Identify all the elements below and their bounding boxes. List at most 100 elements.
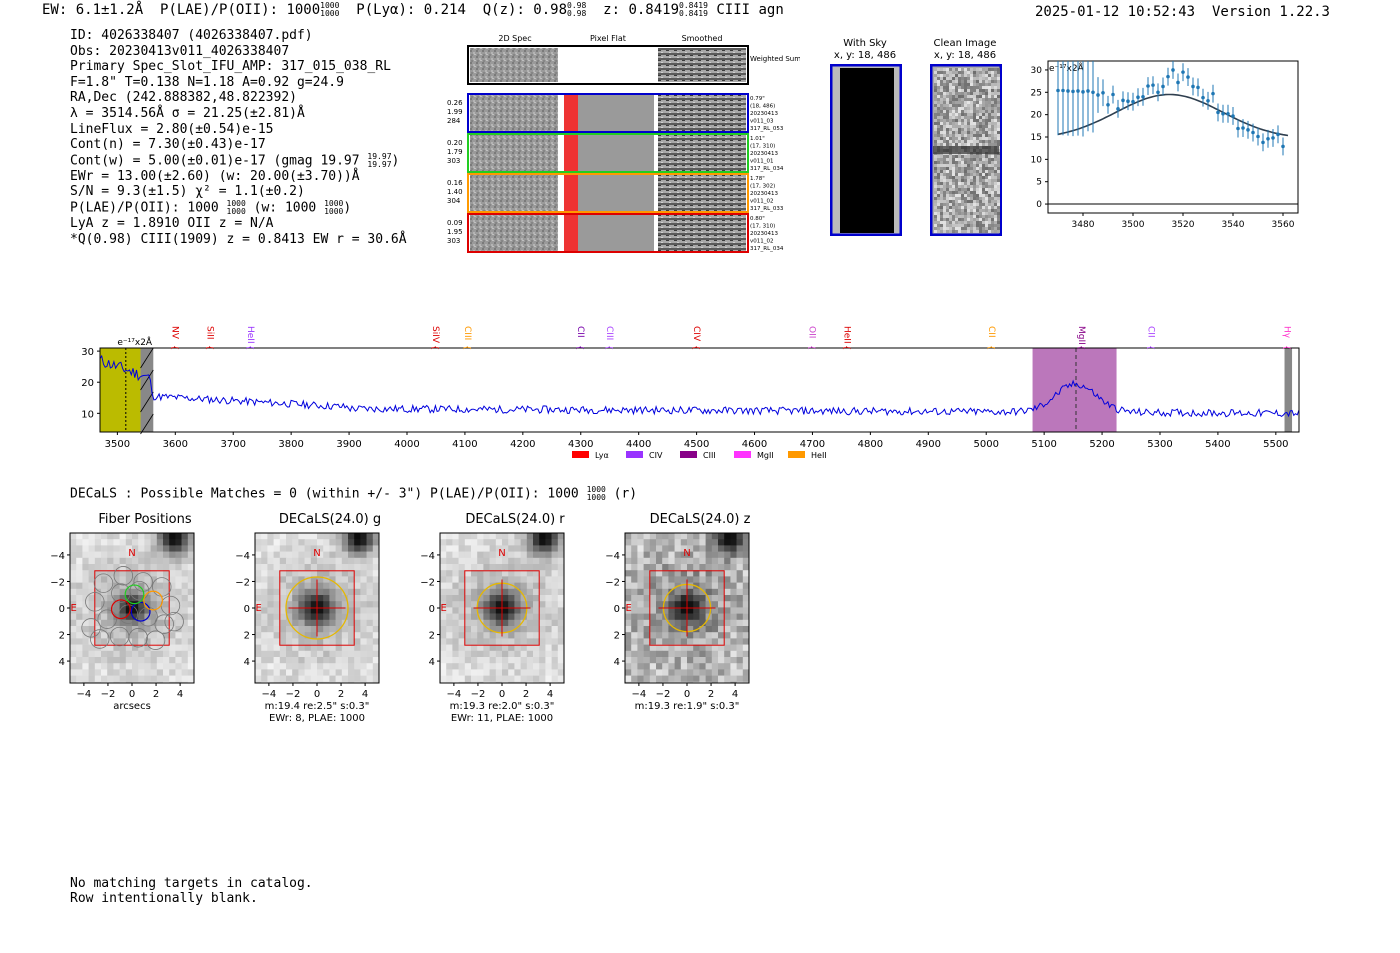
clean-pixel (964, 185, 967, 188)
clean-pixel (958, 86, 961, 89)
cutout-pixel (514, 638, 521, 645)
cutout-pixel (119, 663, 127, 670)
sky-pixel (891, 161, 894, 164)
clean-pixel (967, 200, 970, 203)
spec2d-row-gap (654, 95, 657, 131)
clean-pixel (994, 209, 997, 212)
cutout-pixel (348, 588, 355, 596)
sky-pixel (855, 185, 858, 188)
sky-pixel (861, 188, 864, 191)
cutout-pixel (724, 663, 731, 670)
cutout-pixel (446, 557, 453, 565)
clean-pixel (955, 197, 958, 200)
cutout-pixel (533, 545, 540, 552)
hatch-line (140, 391, 154, 413)
sky-pixel (876, 104, 879, 107)
sky-pixel (858, 83, 861, 86)
sky-pixel (891, 134, 894, 137)
clean-pixel (985, 176, 988, 179)
cutout-pixel (471, 669, 478, 676)
clean-pixel (979, 89, 982, 92)
sky-pixel (861, 77, 864, 80)
cutout-pixel (175, 570, 182, 577)
cutout-pixel (317, 650, 324, 658)
clean-pixel (985, 71, 988, 74)
cutout-pixel (323, 551, 330, 559)
cutout-pixel (718, 632, 725, 639)
clean-pixel (991, 167, 994, 170)
cutout-pixel (637, 626, 644, 633)
clean-pixel (961, 230, 964, 233)
clean-pixel (967, 203, 970, 206)
sky-pixel (879, 92, 882, 95)
cutout-pixel (181, 681, 189, 683)
cutout-pixel (88, 588, 96, 596)
clean-pixel (958, 155, 961, 158)
clean-pixel (958, 89, 961, 92)
cutout-pixel (502, 533, 509, 540)
cutout-pixel (452, 539, 459, 546)
clean-pixel (979, 77, 982, 80)
cutout-pixel (156, 644, 164, 652)
sky-pixel (855, 122, 858, 125)
sky-pixel (864, 95, 867, 98)
cutout-pixel (557, 557, 565, 565)
cutout-pixel (323, 576, 330, 583)
sky-pixel (870, 176, 873, 179)
cutout-pixel (341, 557, 349, 565)
sky-pixel (858, 128, 861, 131)
cutout-pixel (354, 663, 361, 670)
cutout-pixel (526, 638, 534, 645)
cutout-pixel (446, 626, 453, 633)
cutout-pixel (360, 632, 367, 639)
info-contn: Cont(n) = 7.30(±0.43)e-17 (70, 137, 266, 153)
cutout-pixel (70, 545, 77, 552)
clean-pixel (958, 104, 961, 107)
clean-pixel (973, 101, 976, 104)
cutout-pixel (718, 551, 725, 559)
cutout-pixel (267, 557, 274, 565)
cutout-pixel (718, 619, 725, 627)
sky-pixel (846, 68, 849, 71)
cutout-pixel (446, 607, 453, 614)
cutout-pixel (533, 657, 540, 664)
fit-data-point (1241, 126, 1245, 130)
sky-pixel (876, 227, 879, 230)
sky-pixel (855, 209, 858, 212)
clean-pixel (946, 200, 949, 203)
clean-pixel (988, 161, 991, 164)
clean-pixel (934, 80, 937, 83)
cutout-pixel (119, 564, 127, 571)
sky-pixel (855, 68, 858, 71)
clean-pixel (958, 83, 961, 86)
cutout-ytick-label: −4 (420, 551, 435, 562)
clean-pixel (973, 143, 976, 146)
clean-pixel (979, 182, 982, 185)
cutout-pixel (119, 533, 127, 540)
cutout-pixel (76, 588, 83, 596)
cutout-pixel (705, 551, 713, 559)
cutout-pixel (348, 551, 355, 559)
cutout-pixel (310, 607, 318, 614)
fit-data-point (1086, 89, 1090, 93)
sky-pixel (882, 152, 885, 155)
sky-pixel (876, 158, 879, 161)
clean-pixel (997, 194, 1000, 197)
clean-pixel (979, 83, 982, 86)
cutout-pixel (255, 613, 262, 621)
cutout-pixel (138, 669, 145, 676)
clean-pixel (946, 125, 949, 128)
cutout-pixel (680, 601, 688, 608)
fiber-circle (145, 630, 166, 650)
clean-pixel (961, 74, 964, 77)
clean-pixel (949, 71, 952, 74)
cutout-pixel (539, 551, 546, 559)
sky-pixel (879, 104, 882, 107)
clean-pixel (997, 176, 1000, 179)
cutout-pixel (323, 619, 330, 627)
cutout-pixel (643, 607, 651, 614)
cutout-pixel (82, 551, 89, 559)
cutout-pixel (187, 681, 195, 683)
clean-pixel (964, 98, 967, 101)
sky-pixel (876, 77, 879, 80)
